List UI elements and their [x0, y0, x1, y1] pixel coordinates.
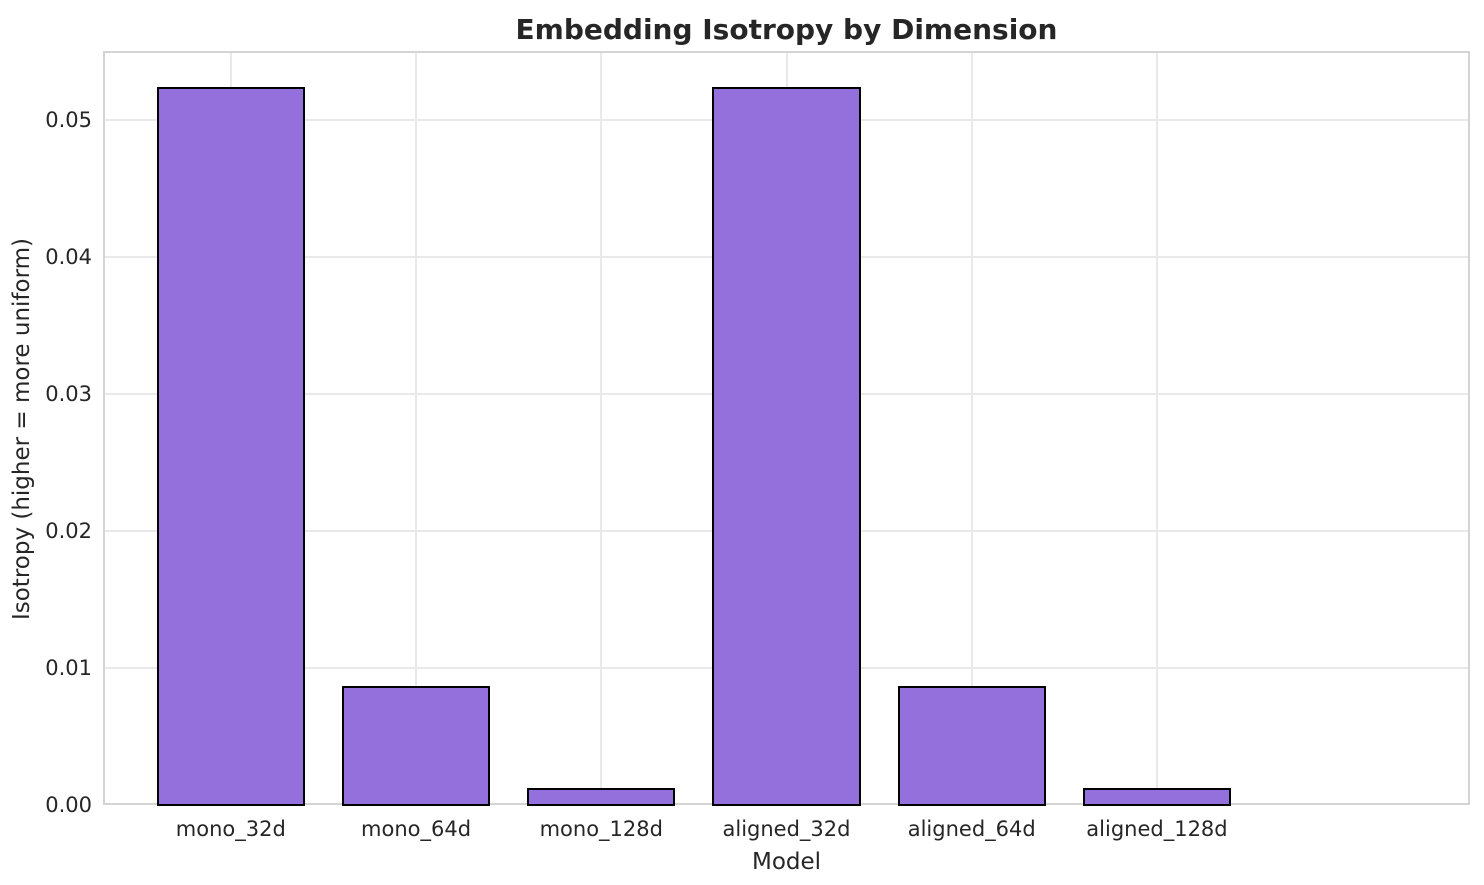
x-tick-label: aligned_64d — [907, 817, 1036, 841]
y-tick-label: 0.02 — [45, 518, 92, 543]
chart-title: Embedding Isotropy by Dimension — [515, 13, 1058, 46]
y-tick-label: 0.00 — [45, 793, 92, 817]
x-tick-label: aligned_32d — [722, 817, 851, 841]
bar-mono_128d — [527, 787, 676, 806]
vertical-gridline — [970, 51, 973, 805]
y-tick-label: 0.04 — [45, 244, 92, 269]
x-tick-label: aligned_128d — [1086, 817, 1228, 841]
bar-aligned_128d — [1082, 787, 1232, 806]
bar-mono_64d — [341, 686, 491, 806]
vertical-gridline — [1155, 51, 1158, 805]
x-axis-label: Model — [751, 849, 822, 875]
x-tick-label: mono_64d — [361, 817, 472, 841]
y-tick-label: 0.05 — [45, 107, 92, 132]
bar-aligned_64d — [897, 686, 1046, 806]
x-tick-label: mono_32d — [175, 817, 286, 841]
x-tick-label: mono_128d — [539, 817, 663, 841]
bar-aligned_32d — [712, 87, 861, 806]
y-tick-label: 0.03 — [45, 381, 92, 406]
y-tick-label: 0.01 — [45, 655, 92, 680]
y-axis-label: Isotropy (higher = more uniform) — [9, 237, 35, 621]
vertical-gridline — [415, 51, 418, 805]
vertical-gridline — [600, 51, 603, 805]
bar-mono_32d — [156, 87, 305, 806]
